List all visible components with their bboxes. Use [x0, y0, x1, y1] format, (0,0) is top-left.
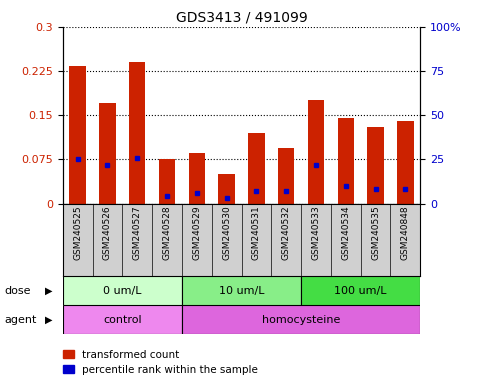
Text: GSM240532: GSM240532	[282, 206, 291, 260]
Bar	[308, 101, 324, 204]
Bar	[70, 66, 86, 204]
Text: GSM240848: GSM240848	[401, 206, 410, 260]
Bar	[182, 276, 301, 305]
Bar	[338, 118, 354, 204]
Text: 10 um/L: 10 um/L	[219, 286, 264, 296]
Text: GSM240526: GSM240526	[103, 206, 112, 260]
Bar	[189, 154, 205, 204]
Bar	[99, 103, 115, 204]
Text: GSM240534: GSM240534	[341, 206, 350, 260]
Bar	[368, 127, 384, 204]
Text: agent: agent	[5, 314, 37, 325]
Text: ▶: ▶	[44, 286, 52, 296]
Text: GSM240529: GSM240529	[192, 206, 201, 260]
Text: GSM240531: GSM240531	[252, 206, 261, 260]
Bar	[63, 276, 182, 305]
Text: GSM240527: GSM240527	[133, 206, 142, 260]
Bar	[63, 305, 182, 334]
Title: GDS3413 / 491099: GDS3413 / 491099	[176, 10, 307, 24]
Text: GSM240525: GSM240525	[73, 206, 82, 260]
Bar	[182, 305, 420, 334]
Bar	[301, 276, 420, 305]
Text: dose: dose	[5, 286, 31, 296]
Text: 100 um/L: 100 um/L	[334, 286, 387, 296]
Bar	[397, 121, 413, 204]
Bar	[248, 133, 265, 204]
Legend: transformed count, percentile rank within the sample: transformed count, percentile rank withi…	[63, 350, 258, 375]
Text: control: control	[103, 314, 142, 325]
Text: GSM240530: GSM240530	[222, 206, 231, 260]
Text: homocysteine: homocysteine	[262, 314, 340, 325]
Text: 0 um/L: 0 um/L	[103, 286, 142, 296]
Text: GSM240535: GSM240535	[371, 206, 380, 260]
Bar	[159, 159, 175, 204]
Bar	[218, 174, 235, 204]
Bar	[129, 62, 145, 204]
Text: GSM240528: GSM240528	[163, 206, 171, 260]
Bar	[278, 147, 294, 204]
Text: ▶: ▶	[44, 314, 52, 325]
Text: GSM240533: GSM240533	[312, 206, 320, 260]
